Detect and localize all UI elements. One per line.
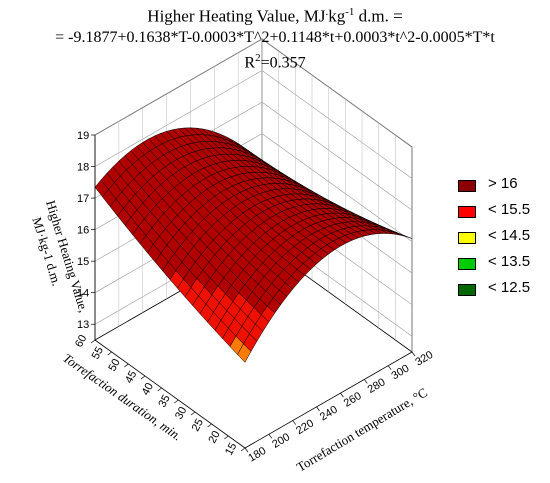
chart-title-line1: Higher Heating Value, MJ.kg-1 d.m. = — [0, 6, 550, 27]
title-dot: . — [325, 6, 329, 18]
x-tick-label: 180 — [246, 445, 268, 465]
legend-label: > 16 — [488, 175, 518, 192]
legend-label: < 12.5 — [488, 279, 531, 296]
title-text: Higher Heating Value, MJ — [147, 6, 326, 26]
r-symbol: R — [244, 54, 256, 72]
x-tick — [244, 447, 249, 453]
y-tick — [124, 363, 129, 368]
z-tick-label: 19 — [77, 130, 89, 142]
y-tick — [224, 435, 229, 440]
y-tick — [207, 423, 212, 428]
legend-swatch — [458, 284, 476, 296]
r-exponent: 2 — [255, 52, 261, 64]
title-kg: kg — [328, 6, 346, 26]
x-tick — [411, 351, 416, 357]
y-tick-label: 50 — [106, 357, 122, 373]
x-tick-label: 200 — [270, 431, 292, 451]
x-tick — [316, 406, 320, 412]
z-tick-label: 14 — [77, 288, 89, 300]
chart-equation: = -9.1877+0.1638*T-0.0003*T^2+0.1148*t+0… — [55, 29, 495, 46]
chart-r-squared: R2=0.357 — [0, 52, 550, 72]
x-tick-label: 240 — [318, 404, 340, 424]
x-tick-label: 300 — [390, 363, 412, 383]
x-tick — [387, 365, 392, 370]
legend-swatch — [458, 206, 476, 218]
y-tick-label: 60 — [73, 333, 89, 349]
y-tick-label: 40 — [140, 381, 156, 397]
legend-label: < 13.5 — [488, 253, 531, 270]
x-tick-label: 320 — [413, 349, 435, 369]
plot-box-front — [94, 135, 413, 449]
y-tick-label: 45 — [123, 369, 139, 385]
y-tick-label: 35 — [156, 393, 172, 409]
x-axis-line — [244, 351, 413, 449]
y-tick — [190, 411, 196, 416]
z-tick-label: 16 — [77, 225, 89, 237]
x-tick-label: 220 — [294, 417, 316, 437]
z-tick-label: 13 — [77, 319, 89, 331]
y-tick-label: 25 — [190, 417, 206, 433]
y-tick — [157, 387, 162, 392]
y-tick — [140, 375, 146, 380]
y-tick-label: 20 — [206, 429, 222, 445]
y-tick-label: 55 — [90, 345, 106, 361]
z-tick-label: 18 — [77, 162, 89, 174]
y-tick — [90, 339, 96, 344]
y-tick-label: 15 — [223, 441, 239, 457]
z-tick-label: 15 — [77, 256, 89, 268]
x-tick-label: 280 — [366, 376, 388, 396]
x-tick — [340, 392, 344, 398]
y-axis-line — [94, 339, 246, 449]
legend-label: < 14.5 — [488, 227, 531, 244]
y-tick — [174, 399, 179, 404]
x-tick-label: 260 — [342, 390, 364, 410]
legend-swatch — [458, 232, 476, 244]
surface-mesh — [94, 127, 413, 363]
legend-swatch — [458, 258, 476, 270]
legend-swatch — [458, 180, 476, 192]
x-tick — [268, 434, 273, 439]
title-exponent: -1 — [345, 6, 355, 18]
title-tail: d.m. = — [354, 6, 403, 26]
legend-label: < 15.5 — [488, 201, 531, 218]
x-tick — [292, 420, 296, 425]
r-value: =0.357 — [260, 54, 306, 72]
x-tick — [364, 379, 368, 384]
surface-cell — [237, 343, 252, 363]
y-tick-label: 30 — [173, 405, 189, 421]
y-tick — [240, 447, 246, 452]
z-tick-label: 17 — [77, 193, 89, 205]
y-tick — [107, 351, 112, 356]
